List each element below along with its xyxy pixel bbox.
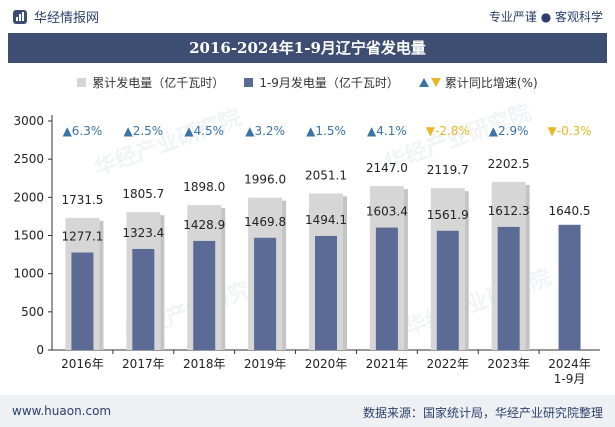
- growth-label: ▲2.9%: [489, 124, 529, 138]
- bar-month: [375, 227, 398, 350]
- bar-month: [558, 224, 581, 350]
- chart-svg: 0 500 1000 1500 2000 2500 3000 1731.5 1277.1 ▲6.3…: [13, 114, 600, 386]
- bar-total-shadow: [343, 196, 347, 350]
- growth-label: ▲4.5%: [184, 124, 224, 138]
- y-tick-label: 2000: [13, 190, 44, 204]
- bar-month: [193, 240, 216, 350]
- tagline: 专业严谨 ● 客观科学: [488, 10, 603, 24]
- data-label-month: 1603.4: [366, 205, 408, 219]
- bar-total-shadow: [282, 200, 287, 350]
- bar-total-shadow: [99, 220, 104, 350]
- y-tick-label: 500: [21, 305, 44, 319]
- title-bar: 2016-2024年1-9月辽宁省发电量: [8, 33, 607, 63]
- x-tick-label: 2019年: [244, 357, 287, 371]
- x-tick-label: 2020年: [305, 357, 348, 371]
- x-tick-label: 2017年: [122, 357, 165, 371]
- data-label-month: 1561.9: [427, 208, 469, 222]
- legend: 累计发电量（亿千瓦时） 1-9月发电量（亿千瓦时） 累计同比增速(%): [0, 72, 615, 92]
- bar-month: [497, 226, 520, 350]
- data-label-total: 2051.1: [305, 168, 347, 182]
- data-label-total: 1898.0: [183, 180, 225, 194]
- data-label-month: 1428.9: [183, 218, 225, 232]
- bar-month: [254, 237, 277, 350]
- footer-website[interactable]: www.huaon.com: [12, 404, 112, 418]
- bar-total-shadow: [464, 191, 469, 350]
- brand-name: 华经情报网: [34, 11, 100, 26]
- growth-label: ▼-2.8%: [426, 124, 470, 138]
- data-label-total: 1731.5: [61, 193, 103, 207]
- y-tick-label: 3000: [13, 114, 44, 128]
- growth-label: ▼-0.3%: [548, 124, 592, 138]
- y-tick-label: 2500: [13, 152, 44, 166]
- footer-source: 数据来源：国家统计局，华经产业研究院整理: [362, 406, 603, 420]
- triangle-down-icon: [430, 77, 441, 87]
- chart-title: 2016-2024年1-9月辽宁省发电量: [189, 39, 426, 57]
- data-label-month: 1277.1: [61, 230, 103, 244]
- data-label-total: 2202.5: [488, 157, 530, 171]
- x-tick-label: 2021年: [366, 357, 409, 371]
- x-tick-label: 2018年: [183, 357, 226, 371]
- x-tick-label: 2016年: [61, 357, 104, 371]
- data-label-month: 1494.1: [305, 213, 347, 227]
- data-label-total: 1805.7: [122, 187, 164, 201]
- data-label-month: 1323.4: [122, 226, 164, 240]
- growth-label: ▲3.2%: [245, 124, 285, 138]
- x-tick-label: 2023年: [487, 357, 530, 371]
- growth-label: ▲2.5%: [123, 124, 163, 138]
- x-tick-label: 2024年: [548, 357, 591, 371]
- data-label-total: 1996.0: [244, 173, 286, 187]
- bar-month: [132, 248, 155, 350]
- legend-swatch-month: [244, 77, 254, 87]
- growth-label: ▲4.1%: [367, 124, 407, 138]
- triangle-up-icon: [418, 77, 429, 87]
- bar-total-shadow: [160, 215, 165, 350]
- footer: www.huaon.com 数据来源：国家统计局，华经产业研究院整理: [0, 395, 615, 427]
- data-label-total: 2119.7: [427, 163, 469, 177]
- bar-month: [315, 235, 337, 350]
- legend-label-growth: 累计同比增速(%): [444, 75, 538, 90]
- legend-label-month: 1-9月发电量（亿千瓦时）: [259, 75, 399, 90]
- growth-label: ▲1.5%: [306, 124, 346, 138]
- data-label-total: 2147.0: [366, 161, 408, 175]
- bar-total-shadow: [525, 184, 530, 350]
- x-tick-label: 2022年: [427, 357, 470, 371]
- legend-label-total: 累计发电量（亿千瓦时）: [92, 75, 225, 90]
- data-label-month: 1612.3: [488, 204, 530, 218]
- legend-item-total[interactable]: 累计发电量（亿千瓦时）: [77, 74, 224, 91]
- bar-total-shadow: [403, 189, 408, 350]
- brand[interactable]: 华经情报网: [12, 7, 99, 26]
- bar-month: [71, 252, 94, 350]
- legend-item-growth[interactable]: 累计同比增速(%): [418, 74, 538, 91]
- data-label-month: 1469.8: [244, 215, 286, 229]
- legend-swatch-total: [77, 77, 87, 87]
- brand-logo-icon: [13, 9, 27, 24]
- bar-month: [436, 230, 459, 350]
- y-tick-label: 0: [36, 343, 44, 357]
- legend-item-month[interactable]: 1-9月发电量（亿千瓦时）: [244, 74, 399, 91]
- x-tick-label: 1-9月: [554, 372, 586, 386]
- top-bar: 华经情报网 专业严谨 ● 客观科学: [0, 0, 615, 30]
- bar-total-shadow: [221, 208, 226, 350]
- growth-label: ▲6.3%: [63, 124, 103, 138]
- data-label-month: 1640.5: [549, 204, 591, 218]
- y-tick-label: 1000: [13, 267, 44, 281]
- y-tick-label: 1500: [13, 229, 44, 243]
